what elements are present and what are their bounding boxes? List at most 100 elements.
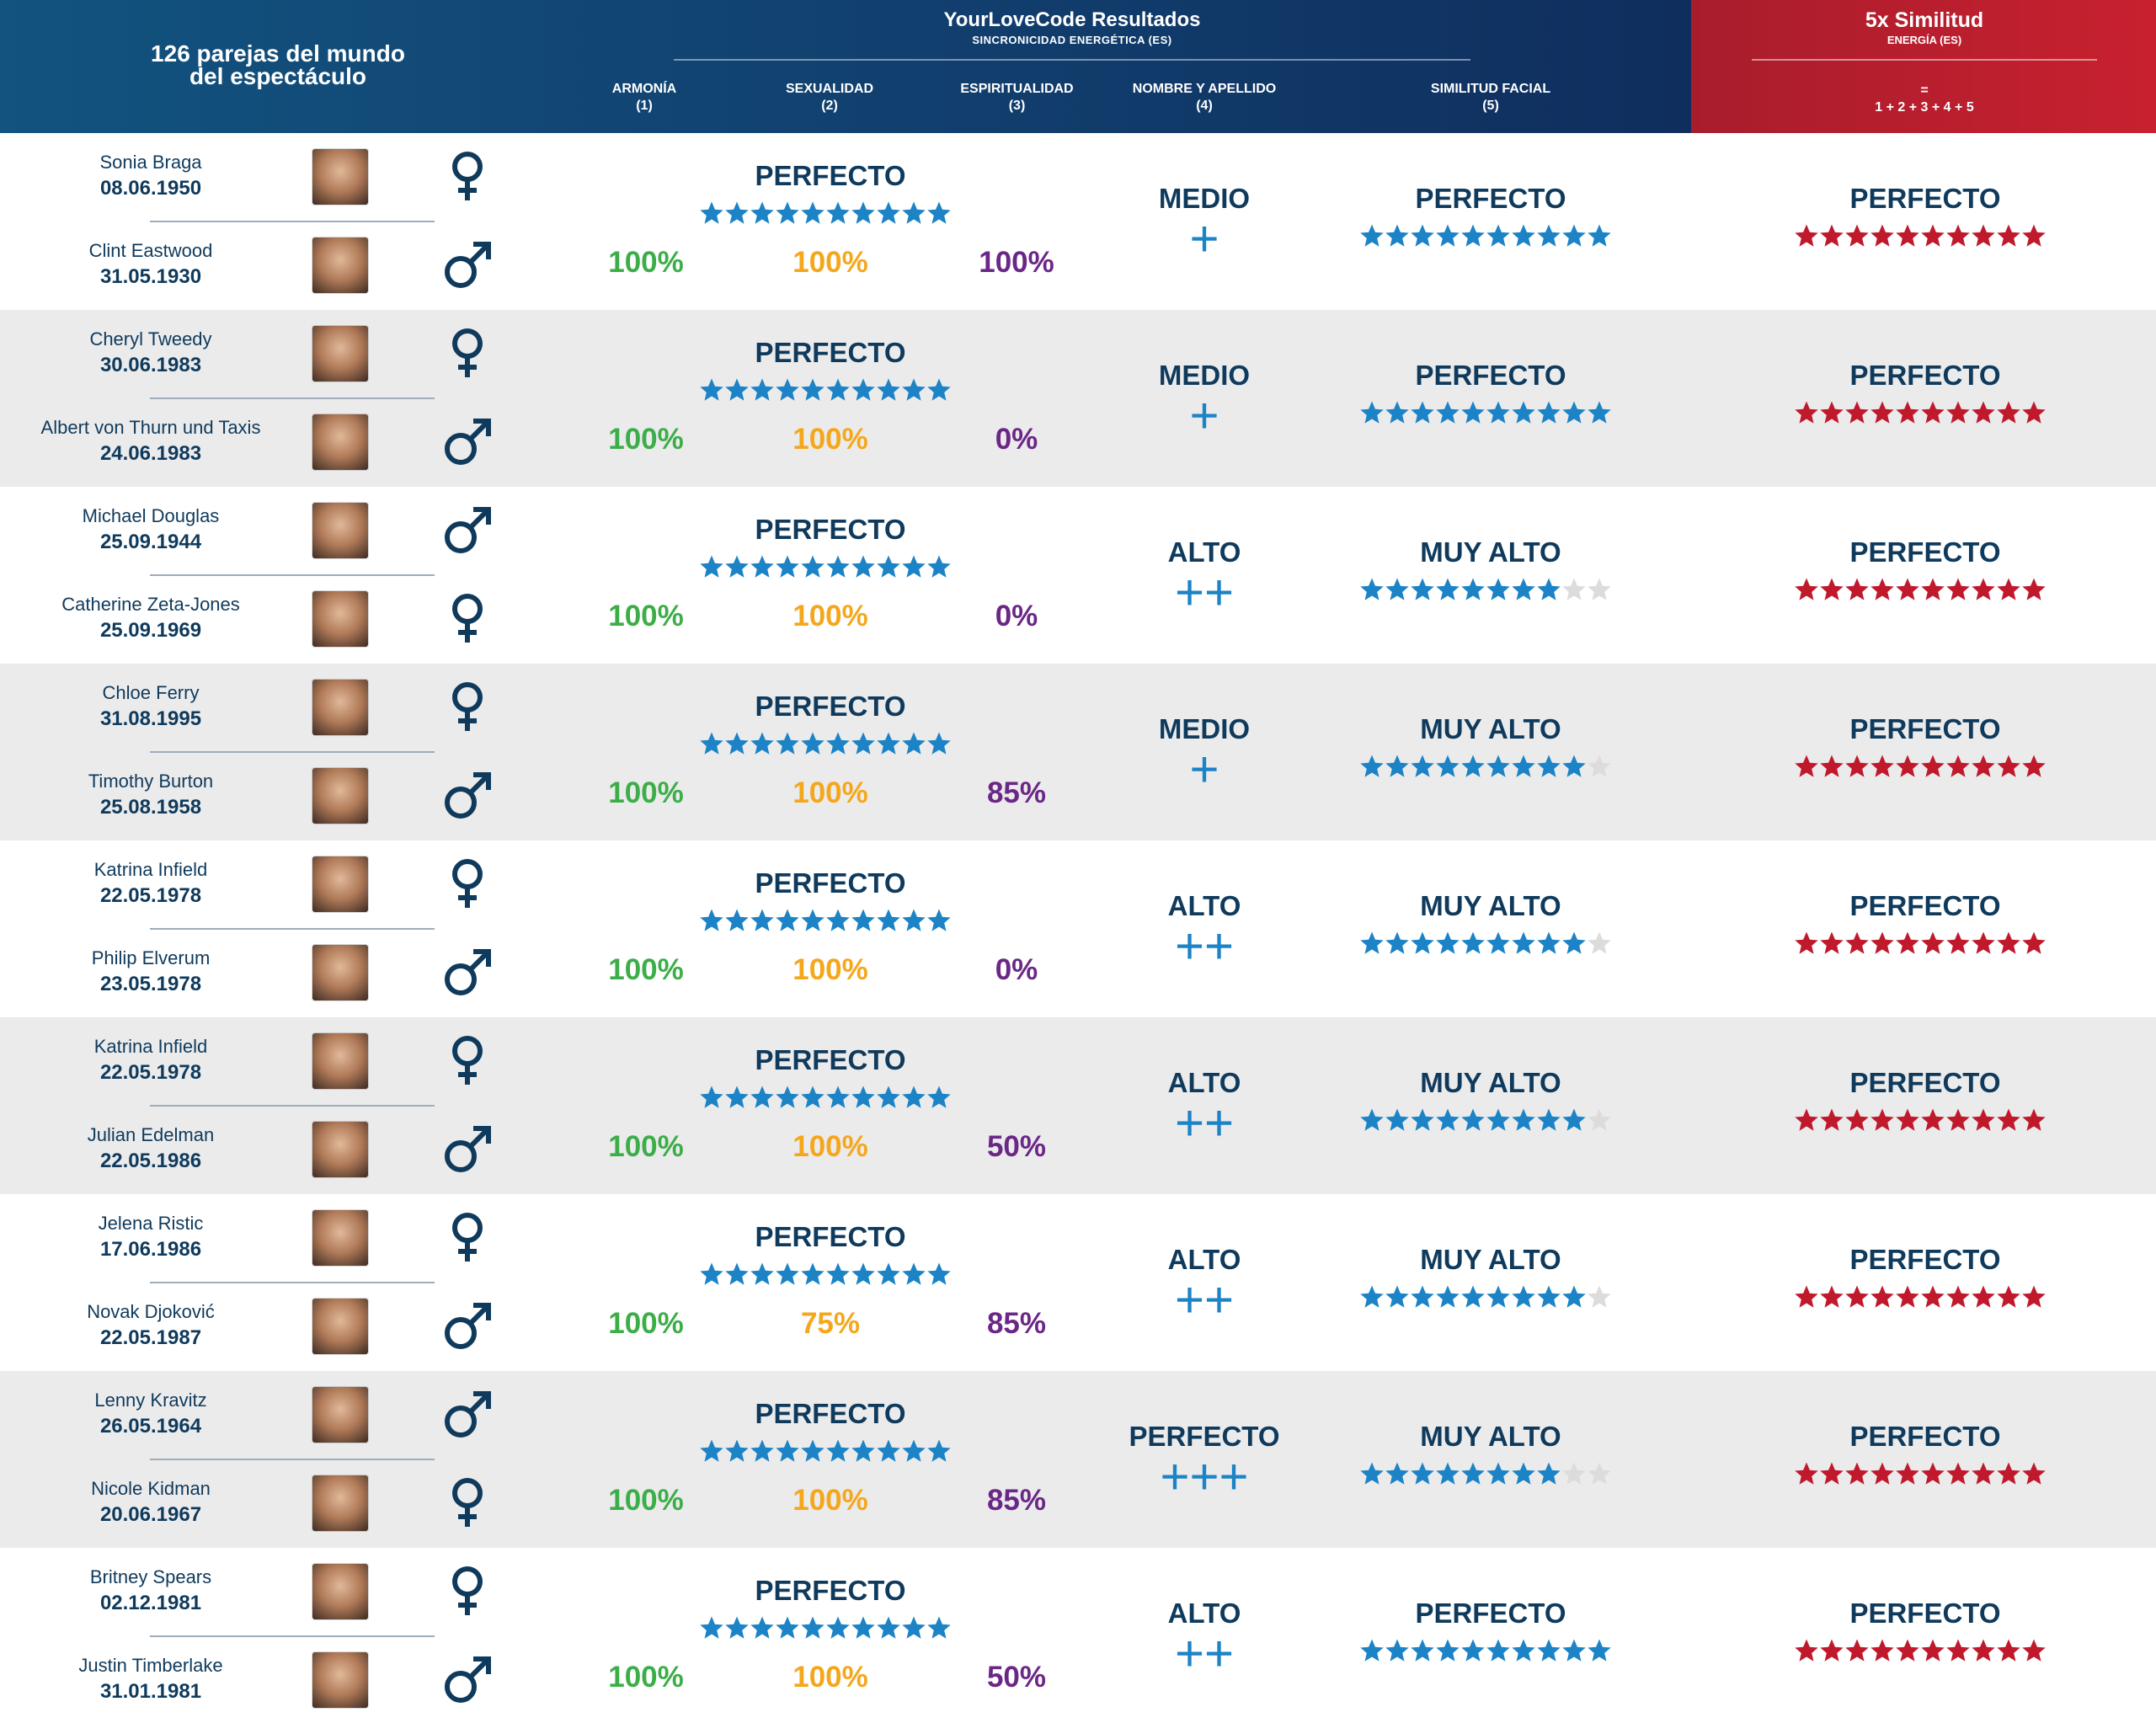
star-icon [1794, 577, 1819, 602]
star-icon [800, 554, 825, 579]
pair-row: Britney Spears 02.12.1981 Justin Timberlak… [0, 1548, 2156, 1723]
star-icon [1945, 223, 1971, 248]
star-icon [876, 377, 901, 403]
star-icon [1870, 1284, 1895, 1310]
star-icon [1819, 754, 1844, 779]
female-symbol-icon [438, 1031, 497, 1090]
col-header-similitud-facial: SIMILITUD FACIAL (5) [1430, 82, 1551, 113]
sync-stars [699, 200, 952, 226]
star-icon [775, 731, 800, 756]
armonia-percent: 100% [608, 600, 684, 632]
star-icon [901, 1438, 926, 1464]
star-icon [1945, 931, 1971, 956]
star-icon [1511, 223, 1536, 248]
female-symbol-icon [438, 1561, 497, 1620]
star-icon [1971, 400, 1996, 425]
male-symbol-icon [438, 500, 497, 559]
person-birthdate: 31.01.1981 [99, 1680, 202, 1703]
star-icon [876, 1262, 901, 1287]
star-icon [1895, 577, 1920, 602]
star-icon [901, 731, 926, 756]
pair-row: Jelena Ristic 17.06.1986 Novak Djoković 22.… [0, 1194, 2156, 1371]
person-photo [312, 591, 368, 647]
star-icon [750, 1615, 775, 1640]
star-icon [1819, 1107, 1844, 1133]
person-photo [312, 414, 368, 470]
star-icon [1486, 754, 1511, 779]
star-icon [1870, 1107, 1895, 1133]
armonia-percent: 100% [608, 246, 684, 279]
star-icon [1870, 754, 1895, 779]
star-icon [825, 1438, 851, 1464]
person-name: Justin Timberlake [78, 1655, 223, 1676]
star-icon [1844, 1461, 1870, 1486]
star-icon [1819, 1638, 1844, 1663]
star-icon [1920, 400, 1945, 425]
star-icon [926, 731, 952, 756]
star-icon [1844, 1638, 1870, 1663]
star-icon [1920, 577, 1945, 602]
star-icon [1410, 754, 1435, 779]
facial-rating-label: MUY ALTO [1420, 1067, 1561, 1098]
total-rating-label: PERFECTO [1849, 1244, 2001, 1275]
similitud-subtitle: ENERGÍA (ES) [1886, 34, 1962, 46]
person-photo [312, 1652, 368, 1708]
star-icon [699, 1262, 724, 1287]
star-icon [1819, 931, 1844, 956]
total-stars [1794, 1461, 2047, 1486]
armonia-percent: 100% [608, 1130, 684, 1163]
sync-rating-label: PERFECTO [755, 1398, 906, 1429]
total-rating-label: PERFECTO [1849, 1067, 2001, 1098]
star-icon [1410, 1638, 1435, 1663]
star-icon [775, 200, 800, 226]
male-symbol-icon [438, 1119, 497, 1178]
star-icon [1359, 1638, 1385, 1663]
star-icon [851, 1615, 876, 1640]
col-header-sexualidad: SEXUALIDAD (2) [785, 82, 873, 113]
star-icon [1587, 223, 1612, 248]
star-icon [1870, 400, 1895, 425]
star-icon [1435, 754, 1460, 779]
star-icon [1920, 754, 1945, 779]
sync-rating-label: PERFECTO [755, 1575, 906, 1606]
female-symbol-icon [438, 677, 497, 736]
star-icon [876, 1438, 901, 1464]
sync-stars [699, 1262, 952, 1287]
star-icon [1511, 1284, 1536, 1310]
star-icon [1511, 1107, 1536, 1133]
star-icon [750, 908, 775, 933]
star-icon [775, 554, 800, 579]
results-subtitle: SINCRONICIDAD ENERGÉTICA (ES) [972, 34, 1172, 46]
person-photo [312, 680, 368, 735]
star-icon [1536, 223, 1561, 248]
star-icon [1460, 223, 1486, 248]
star-icon [1460, 1107, 1486, 1133]
pair-row: Cheryl Tweedy 30.06.1983 Albert von Thurn … [0, 310, 2156, 487]
total-rating-label: PERFECTO [1849, 183, 2001, 214]
sync-rating-label: PERFECTO [755, 1044, 906, 1075]
star-icon [724, 554, 750, 579]
star-icon [1794, 754, 1819, 779]
star-icon [775, 908, 800, 933]
person-birthdate: 08.06.1950 [99, 177, 202, 200]
star-icon [1385, 1284, 1410, 1310]
espiritualidad-percent: 0% [995, 600, 1038, 632]
header-blue-panel [0, 0, 1691, 133]
name-rating-plus: + [1189, 211, 1219, 267]
star-icon [1844, 1107, 1870, 1133]
total-rating-label: PERFECTO [1849, 890, 2001, 921]
star-icon [750, 731, 775, 756]
star-icon [1794, 1461, 1819, 1486]
espiritualidad-percent: 50% [986, 1130, 1047, 1163]
person-birthdate: 25.08.1958 [99, 796, 202, 819]
star-icon [1460, 1638, 1486, 1663]
person-birthdate: 31.05.1930 [99, 265, 202, 288]
star-icon [1385, 577, 1410, 602]
star-icon [1819, 577, 1844, 602]
similitud-title: 5x Similitud [1865, 8, 1984, 32]
star-icon [2021, 1638, 2047, 1663]
star-icon [1359, 400, 1385, 425]
star-icon [825, 1615, 851, 1640]
person-name: Timothy Burton [88, 771, 214, 792]
star-icon [1794, 1107, 1819, 1133]
